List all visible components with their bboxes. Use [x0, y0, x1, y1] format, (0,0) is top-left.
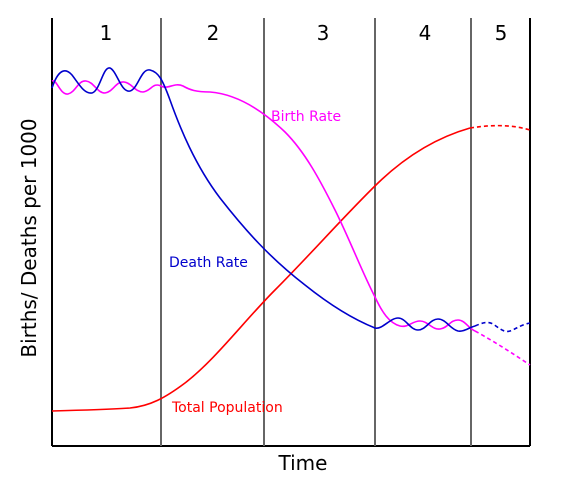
x-axis-label: Time — [278, 451, 328, 475]
total-population-line — [51, 127, 471, 412]
death-rate-label: Death Rate — [169, 255, 248, 271]
total-population-label: Total Population — [171, 400, 283, 416]
y-axis-label: Births/ Deaths per 1000 — [17, 118, 41, 357]
stage-label-5: 5 — [495, 21, 508, 45]
stage-label-4: 4 — [419, 21, 432, 45]
stage-label-2: 2 — [207, 21, 220, 45]
birth-rate-label: Birth Rate — [271, 109, 341, 125]
stage-label-3: 3 — [317, 21, 330, 45]
death-rate-projection — [474, 321, 531, 333]
death-rate-line — [51, 67, 476, 332]
total-population-projection — [469, 124, 531, 131]
birth-rate-projection — [474, 330, 531, 366]
stage-label-1: 1 — [100, 21, 113, 45]
birth-rate-line — [51, 80, 476, 332]
